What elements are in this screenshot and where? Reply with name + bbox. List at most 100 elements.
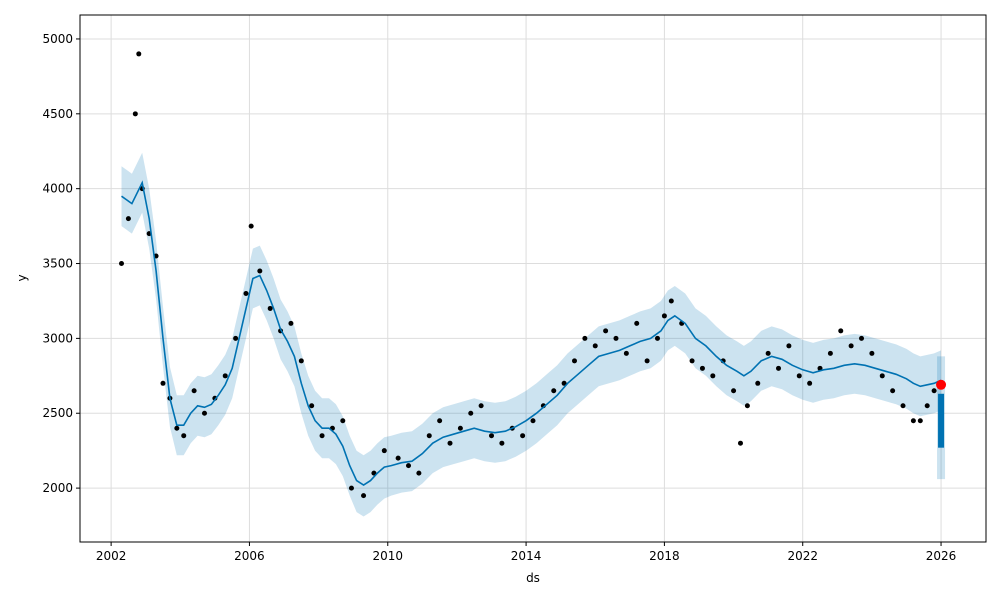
observed-point-36: [447, 440, 453, 446]
observed-point-54: [634, 320, 640, 326]
observed-point-30: [381, 448, 387, 454]
observed-point-66: [744, 403, 750, 409]
observed-point-1: [125, 216, 131, 222]
observed-point-40: [489, 433, 495, 439]
observed-point-2: [132, 111, 138, 117]
observed-point-14: [222, 373, 228, 379]
observed-point-50: [592, 343, 598, 349]
observed-point-52: [613, 335, 619, 341]
y-axis-label: y: [15, 274, 29, 281]
x-tick-label-6: 2026: [926, 549, 957, 563]
observed-point-53: [623, 350, 629, 356]
y-axis-ticks: 2000 2500 3000 3500 4000 4500 5000: [42, 32, 80, 495]
observed-point-18: [257, 268, 263, 274]
y-tick-label-0: 2000: [42, 481, 73, 495]
forecast-tail: [938, 393, 945, 448]
observed-point-49: [582, 335, 588, 341]
y-tick-label-3: 3500: [42, 257, 73, 271]
x-tick-label-2: 2010: [372, 549, 403, 563]
x-tick-label-0: 2002: [96, 549, 127, 563]
observed-point-34: [426, 433, 432, 439]
observed-point-79: [879, 373, 885, 379]
observed-point-71: [796, 373, 802, 379]
observed-point-51: [603, 328, 609, 334]
y-tick-label-6: 5000: [42, 32, 73, 46]
observed-point-72: [807, 380, 813, 386]
observed-point-9: [174, 425, 180, 431]
observed-point-26: [340, 418, 346, 424]
x-tick-label-4: 2018: [649, 549, 680, 563]
observed-point-16: [243, 290, 249, 296]
observed-point-0: [118, 261, 124, 267]
observed-point-80: [890, 388, 896, 394]
observed-point-46: [551, 388, 557, 394]
observed-point-76: [848, 343, 854, 349]
observed-point-62: [710, 373, 716, 379]
observed-point-37: [457, 425, 463, 431]
y-tick-label-2: 3000: [42, 331, 73, 345]
grid-lines: [80, 15, 986, 542]
observed-point-73: [817, 365, 823, 371]
observed-point-39: [478, 403, 484, 409]
observed-point-19: [267, 305, 273, 311]
observed-point-69: [776, 365, 782, 371]
observed-point-77: [859, 335, 865, 341]
observed-point-31: [395, 455, 401, 461]
observed-point-60: [689, 358, 695, 364]
observed-point-11: [191, 388, 197, 394]
observed-point-38: [468, 410, 474, 416]
observed-point-61: [699, 365, 705, 371]
observed-point-82: [910, 418, 916, 424]
observed-point-74: [827, 350, 833, 356]
observed-point-33: [416, 470, 422, 476]
observed-point-57: [661, 313, 667, 319]
observed-point-84: [924, 403, 930, 409]
observed-point-67: [755, 380, 761, 386]
observed-point-75: [838, 328, 844, 334]
observed-point-43: [520, 433, 526, 439]
x-axis-label: ds: [526, 571, 540, 585]
observed-point-85: [931, 388, 937, 394]
uncertainty-band-area: [121, 152, 941, 517]
observed-point-10: [181, 433, 187, 439]
observed-point-58: [668, 298, 674, 304]
last-point-marker: [936, 379, 947, 390]
forecast-line-group: [121, 180, 947, 487]
observed-point-83: [917, 418, 923, 424]
observed-point-21: [288, 320, 294, 326]
observed-point-81: [900, 403, 906, 409]
forecast-line: [121, 180, 942, 487]
y-tick-label-4: 4000: [42, 182, 73, 196]
observed-point-22: [298, 358, 304, 364]
observed-point-7: [160, 380, 166, 386]
observed-point-3: [136, 51, 142, 57]
observed-point-12: [201, 410, 207, 416]
observed-point-64: [731, 388, 737, 394]
observed-point-65: [737, 440, 743, 446]
observed-point-23: [309, 403, 315, 409]
observed-point-27: [348, 485, 354, 491]
x-tick-label-1: 2006: [234, 549, 265, 563]
observed-point-47: [561, 380, 567, 386]
observed-point-55: [644, 358, 650, 364]
observed-point-48: [571, 358, 577, 364]
y-tick-label-5: 4500: [42, 107, 73, 121]
observed-point-15: [233, 335, 239, 341]
observed-point-28: [361, 493, 367, 499]
observed-point-56: [654, 335, 660, 341]
observed-point-78: [869, 350, 875, 356]
y-tick-label-1: 2500: [42, 406, 73, 420]
plot-frame: [79, 14, 987, 543]
observed-point-44: [530, 418, 536, 424]
observed-point-17: [248, 223, 254, 229]
x-axis-ticks: 2002 2006 2010 2014 2018 2022 2026: [96, 542, 956, 563]
observed-point-41: [499, 440, 505, 446]
x-tick-label-3: 2014: [511, 549, 542, 563]
observed-point-35: [437, 418, 443, 424]
observed-point-32: [406, 463, 412, 469]
x-tick-label-5: 2022: [787, 549, 818, 563]
observed-point-70: [786, 343, 792, 349]
observed-point-24: [319, 433, 325, 439]
